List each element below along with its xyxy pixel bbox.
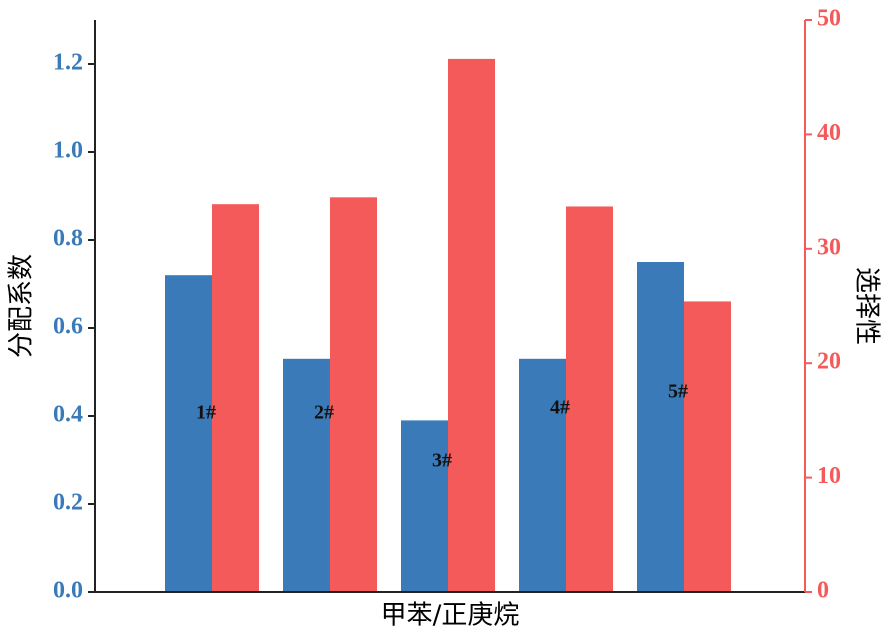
y2-tick-label: 10 xyxy=(817,463,841,489)
category-label: 2# xyxy=(314,402,334,424)
y2-tick-label: 0 xyxy=(817,578,829,604)
bar xyxy=(401,420,448,592)
category-label: 4# xyxy=(550,397,570,419)
y-tick-label: 1.2 xyxy=(53,50,83,76)
bar xyxy=(448,58,495,593)
y-tick-label: 0.6 xyxy=(53,314,83,340)
y2-tick-label: 40 xyxy=(817,120,841,146)
y-axis-label: 分配系数 xyxy=(7,254,37,358)
bar xyxy=(330,197,377,592)
bar xyxy=(212,204,259,592)
bar xyxy=(283,358,330,592)
y-tick-label: 0.2 xyxy=(53,490,83,516)
bar xyxy=(519,358,566,592)
y2-tick-label: 30 xyxy=(817,234,841,260)
category-label: 1# xyxy=(196,402,216,424)
category-label: 3# xyxy=(432,450,452,472)
x-axis-label: 甲苯/正庚烷 xyxy=(381,601,520,631)
y2-axis-label: 选择性 xyxy=(852,267,882,345)
bar xyxy=(165,275,212,592)
y-tick-label: 0.4 xyxy=(53,402,83,428)
y-tick-label: 1.0 xyxy=(53,138,83,164)
y2-tick-label: 50 xyxy=(817,6,841,32)
y-tick-label: 0.8 xyxy=(53,226,83,252)
bar xyxy=(566,206,613,593)
bar xyxy=(637,262,684,592)
y2-tick-label: 20 xyxy=(817,349,841,375)
category-label: 5# xyxy=(668,381,688,403)
bar xyxy=(684,301,731,592)
y-tick-label: 0.0 xyxy=(53,578,83,604)
